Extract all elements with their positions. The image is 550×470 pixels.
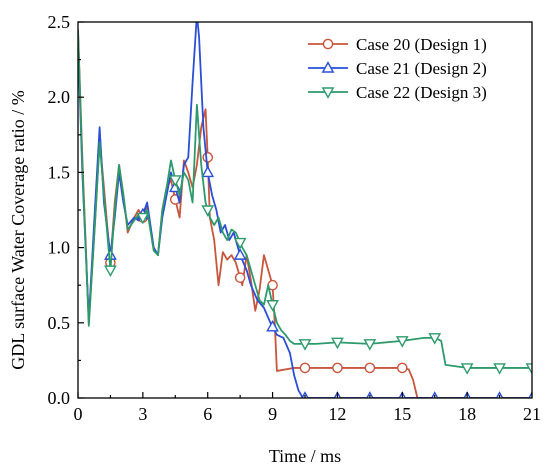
legend-swatch-marker [321,61,335,73]
data-point [363,339,377,351]
data-point [428,333,442,345]
data-point [201,165,215,178]
plot-area: 0 3 6 9 12 15 18 21 0.0 0.5 1.0 1.5 2.0 2.5 [48,12,542,424]
x-tick-label: 9 [268,404,277,424]
data-point [168,175,182,187]
legend-label: Case 20 (Design 1) [356,35,487,54]
legend-label: Case 21 (Design 2) [356,59,487,78]
x-tick-label: 0 [74,404,83,424]
legend: Case 20 (Design 1) Case 21 (Design 2) Case… [308,35,487,102]
data-point [299,362,311,374]
data-point [266,300,279,312]
series-3 [78,29,532,375]
legend-item: Case 21 (Design 2) [308,59,487,78]
series-layer [78,22,532,398]
legend-swatch-marker [322,38,334,50]
series-line [78,29,532,369]
x-axis-title: Time / ms [269,446,341,466]
data-point [528,391,532,398]
data-point [396,362,408,374]
x-tick-label: 12 [328,404,346,424]
legend-label: Case 22 (Design 3) [356,83,487,102]
y-axis-ticks: 0.0 0.5 1.0 1.5 2.0 2.5 [48,12,84,408]
legend-item: Case 20 (Design 1) [308,35,487,54]
data-point [395,336,409,348]
data-point [332,362,343,374]
data-point [331,337,344,350]
y-tick-label: 1.0 [48,238,71,258]
data-point [136,212,150,225]
series-line [78,22,532,398]
data-point [298,339,312,351]
y-tick-label: 0.5 [48,313,71,333]
data-point [266,319,279,332]
data-point [202,152,214,163]
y-tick-label: 1.5 [48,162,71,182]
x-tick-label: 15 [393,404,411,424]
data-point [201,205,215,217]
data-point [525,363,532,375]
data-point [104,265,117,278]
data-point [234,272,246,283]
x-axis-ticks: 0 3 6 9 12 15 18 21 [74,392,541,424]
data-point [460,363,474,375]
y-tick-label: 2.5 [48,12,71,32]
data-point [233,248,247,260]
data-point [493,363,506,375]
x-tick-label: 6 [203,404,212,424]
y-axis-title: GDL surface Water Coverage ratio / % [8,90,28,369]
legend-item: Case 22 (Design 3) [308,83,487,102]
data-point [364,362,376,374]
y-tick-label: 2.0 [48,87,71,107]
x-tick-label: 21 [523,404,541,424]
y-tick-label: 0.0 [48,388,71,408]
data-point [233,237,247,250]
x-tick-label: 18 [458,404,476,424]
x-tick-label: 3 [138,404,147,424]
legend-swatch-marker [321,87,335,99]
